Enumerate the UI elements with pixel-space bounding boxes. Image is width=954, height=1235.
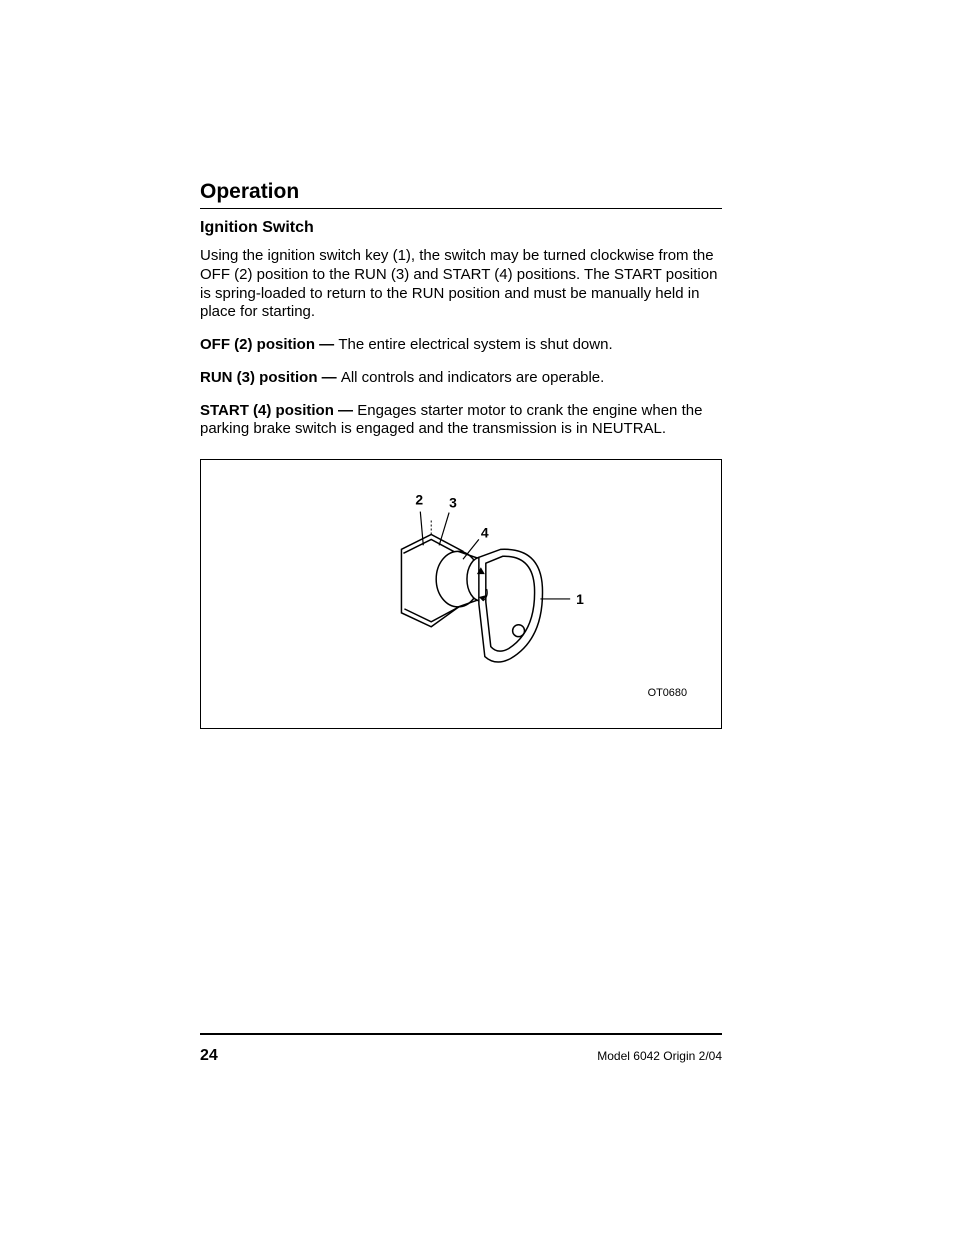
key-icon: [477, 549, 543, 662]
figure-id: OT0680: [648, 687, 687, 699]
ignition-switch-figure: 2 3 4 1 OT0680: [200, 459, 722, 729]
ignition-switch-svg: 2 3 4 1 OT0680: [201, 460, 721, 728]
position-start: START (4) position — Engages starter mot…: [200, 402, 722, 440]
footer-model-info: Model 6042 Origin 2/04: [597, 1049, 722, 1063]
callout-2: 2: [415, 492, 423, 508]
callout-1: 1: [576, 591, 584, 607]
position-off-desc: The entire electrical system is shut dow…: [338, 336, 612, 353]
position-run-label: RUN (3) position —: [200, 369, 341, 386]
position-run-desc: All controls and indicators are operable…: [341, 369, 604, 386]
callout-3: 3: [449, 495, 457, 511]
section-rule: [200, 208, 722, 209]
position-run: RUN (3) position — All controls and indi…: [200, 369, 722, 388]
subsection-title: Ignition Switch: [200, 219, 722, 237]
page-footer: 24 Model 6042 Origin 2/04: [200, 1047, 722, 1065]
position-off-label: OFF (2) position —: [200, 336, 338, 353]
section-title: Operation: [200, 180, 722, 204]
page-number: 24: [200, 1047, 218, 1065]
callout-4: 4: [481, 524, 489, 540]
footer-rule: [200, 1033, 722, 1035]
position-off: OFF (2) position — The entire electrical…: [200, 336, 722, 355]
intro-paragraph: Using the ignition switch key (1), the s…: [200, 247, 722, 322]
position-start-label: START (4) position —: [200, 402, 357, 419]
